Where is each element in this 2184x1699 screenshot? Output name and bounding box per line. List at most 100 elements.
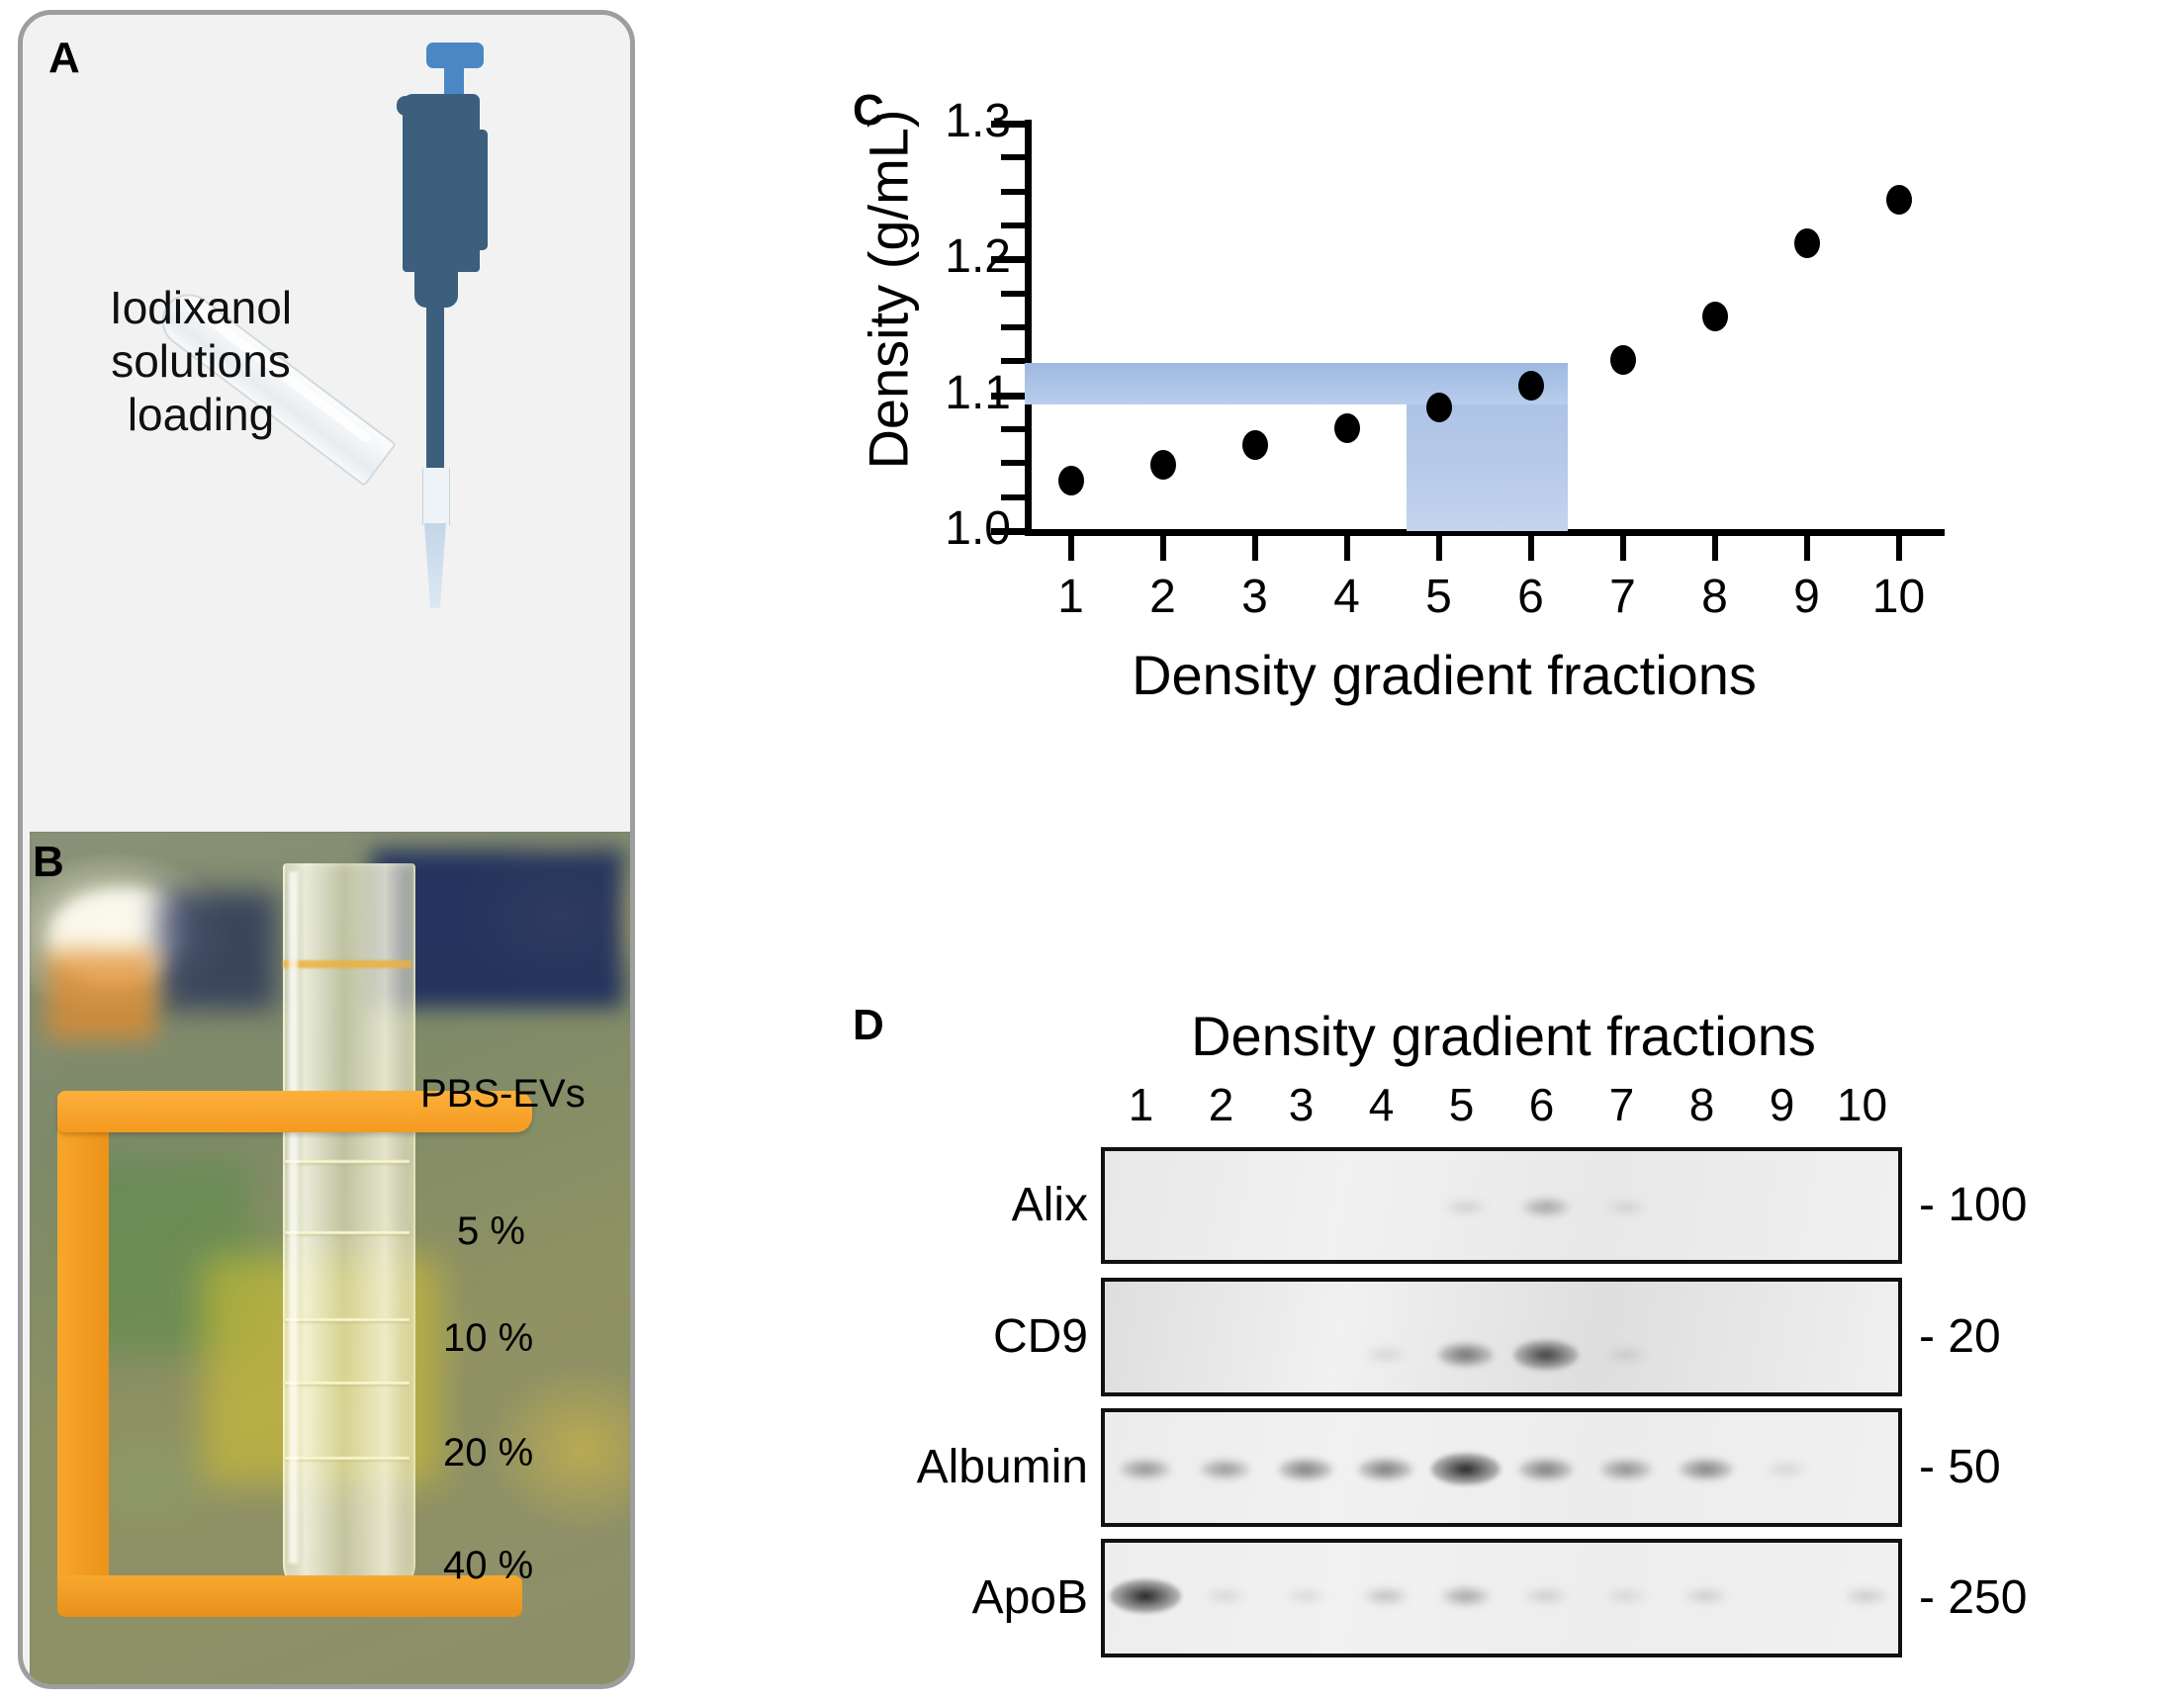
label-5-percent: 5 % [457,1209,525,1253]
blot-band [1119,1459,1171,1479]
blot-band [1200,1459,1250,1479]
caption-line-1: Iodixanol [109,282,293,333]
scatter-point [1149,449,1176,480]
scatter-point [1517,371,1544,402]
label-10-percent: 10 % [443,1316,534,1360]
blot-band [1605,1201,1646,1214]
y-axis-minor-tick [1001,223,1027,228]
caption-line-2: solutions [111,334,291,387]
pipette-plunger-top [426,43,484,68]
blot-band [1605,1589,1646,1603]
y-axis-minor-tick [1001,188,1027,195]
y-axis-minor-tick [1001,358,1027,365]
tube-glass-highlight [289,871,298,1564]
tube-meniscus [283,960,411,968]
micropipette-icon [389,43,517,608]
blot-row-label: CD9 [992,1310,1088,1363]
x-axis-tick [1067,535,1074,561]
label-40-percent: 40 % [443,1544,534,1587]
blot-band [1365,1348,1406,1362]
blot-strip [1101,1278,1902,1396]
ultracentrifuge-tube [283,863,415,1597]
blot-band [1521,1198,1570,1216]
western-blot-panel: Density gradient fractions 1 2 3 4 5 6 7 8 9 10 A… [841,989,2166,1681]
panel-d-letter: D [853,1001,884,1049]
panel-a-letter: A [48,34,80,82]
pipette-body-notch [470,130,488,250]
x-axis-tick-label: 5 [1425,571,1452,623]
blot-membrane-background [1105,1412,1898,1523]
x-axis-tick-label: 8 [1701,571,1728,623]
x-axis-tick [1527,535,1534,561]
label-pbs-evs: PBS-EVs [420,1072,586,1116]
y-axis-minor-tick [1001,290,1027,297]
x-axis-tick [1159,535,1166,561]
x-axis-tick-label: 6 [1517,571,1544,623]
x-axis-tick-label: 2 [1149,571,1176,623]
blot-lane-number: 9 [1769,1079,1795,1130]
pipette-body [403,94,480,272]
blot-lane-number: 10 [1836,1079,1888,1130]
scatter-point [1057,466,1084,496]
y-axis-minor-tick [1001,324,1027,330]
blot-lane-number: 1 [1128,1079,1154,1130]
scatter-point [1885,184,1912,215]
x-axis-title: Density gradient fractions [1132,644,1757,706]
blot-band [1363,1588,1408,1604]
blot-mw-marker: - 20 [1919,1310,2001,1363]
y-axis-major-tick [991,528,1027,535]
photo-orange-blur [47,950,156,1039]
blot-lane-number: 2 [1208,1079,1234,1130]
y-axis-major-tick [991,256,1027,264]
tube-rack-top-bar [57,1091,532,1132]
x-axis-tick [1895,535,1902,561]
pipette-neck [414,268,458,308]
panel-b-photograph: PBS-EVs 5 % 10 % 20 % 40 % [30,832,630,1684]
y-axis-tick-label: 1.1 [945,366,1011,419]
scatter-point [1241,430,1268,461]
blot-band [1278,1458,1332,1481]
blot-row-label: ApoB [971,1571,1088,1624]
blot-lane-number: 7 [1608,1079,1635,1130]
blot-band [1684,1588,1727,1604]
pipette-tip-upper [422,468,450,525]
y-axis-title: Density (g/mL) [857,109,920,470]
blot-lane-number: 3 [1288,1079,1315,1130]
x-axis-tick-label: 10 [1871,571,1926,623]
blot-band [1512,1340,1579,1371]
gradient-interface-1 [285,1160,410,1163]
gradient-interface-3 [285,1318,410,1321]
pipette-shaft [426,302,444,472]
blot-band [1437,1343,1494,1368]
blot-strip [1101,1408,1902,1527]
blot-row-label: Alix [1011,1179,1088,1231]
blot-band [1518,1458,1573,1481]
label-20-percent: 20 % [443,1431,534,1475]
y-axis-major-tick [991,392,1027,400]
blot-strip [1101,1539,1902,1657]
blot-band [1524,1588,1567,1604]
blot-band [1430,1453,1501,1486]
x-axis-line [1025,529,1945,536]
blot-lane-number: 8 [1688,1079,1715,1130]
tube-rack-post [57,1091,109,1615]
panel-a-caption: Iodixanol solutions loading [52,282,349,441]
blot-membrane-background [1105,1282,1898,1392]
y-axis-minor-tick [1001,426,1027,432]
blot-band [1357,1457,1413,1481]
blot-band [1285,1589,1325,1603]
blot-band [1845,1588,1887,1604]
panel-b-letter: B [33,838,64,886]
x-axis-tick [1435,535,1442,561]
y-axis-tick-label: 1.0 [945,502,1011,555]
pipette-plunger-stem [444,66,464,96]
blot-lane-number: 6 [1528,1079,1555,1130]
panel-a-b-card: A Iodixanol solutions loading B [18,10,635,1689]
ev-density-band-horizontal [1025,362,1568,405]
gradient-interface-5 [285,1457,410,1460]
blot-band [1766,1462,1806,1476]
panel-c-letter: C [853,86,884,134]
gradient-interface-2 [285,1231,410,1234]
x-axis-tick [1803,535,1810,561]
scatter-point [1333,412,1360,443]
